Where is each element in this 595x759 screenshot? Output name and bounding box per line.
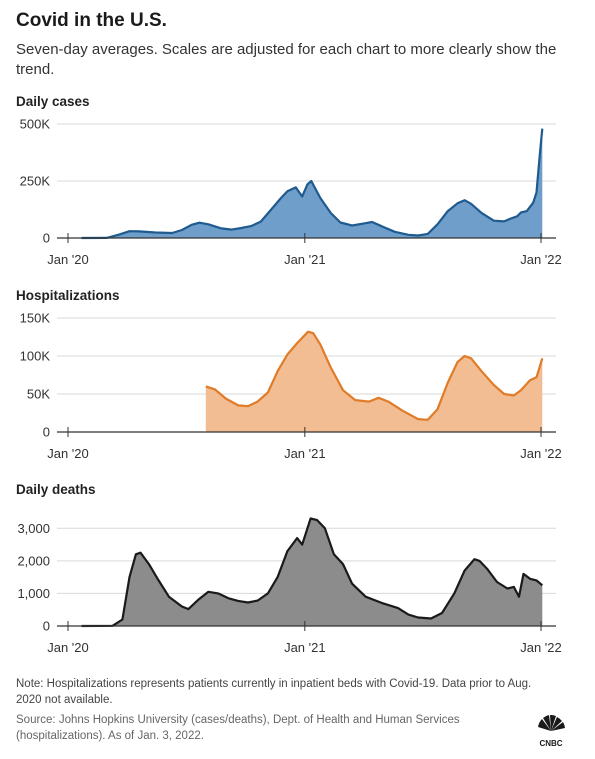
y-tick-label: 0 <box>43 619 50 634</box>
y-tick-label: 1,000 <box>17 586 50 601</box>
x-tick-label: Jan '22 <box>520 640 562 655</box>
x-tick-label: Jan '20 <box>47 640 89 655</box>
y-tick-label: 50K <box>27 387 50 402</box>
y-tick-label: 0 <box>43 425 50 440</box>
y-tick-label: 100K <box>20 349 51 364</box>
x-tick-label: Jan '21 <box>284 252 326 267</box>
y-tick-label: 500K <box>20 117 51 132</box>
y-tick-label: 150K <box>20 311 51 326</box>
series-line <box>81 128 544 240</box>
hospitalizations-chart: 0 50K 100K 150K Jan '20 Jan '21 Jan '22 <box>20 311 562 462</box>
y-tick-label: 250K <box>20 174 51 189</box>
panel-title-deaths: Daily deaths <box>16 482 96 497</box>
y-tick-label: 0 <box>43 231 50 246</box>
x-tick-label: Jan '22 <box>520 446 562 461</box>
series-area <box>81 518 543 626</box>
chart-subtitle: Seven-day averages. Scales are adjusted … <box>16 41 557 78</box>
x-tick-label: Jan '20 <box>47 252 89 267</box>
series-line <box>81 517 544 628</box>
chart-title: Covid in the U.S. <box>16 10 167 31</box>
cnbc-peacock-logo: CNBC <box>538 714 565 748</box>
x-tick-label: Jan '21 <box>284 446 326 461</box>
y-tick-label: 3,000 <box>17 521 50 536</box>
daily-deaths-chart: 0 1,000 2,000 3,000 Jan '20 Jan '21 Jan '22 <box>17 517 562 655</box>
chart-note: Note: Hospitalizations represents patien… <box>16 678 532 706</box>
x-tick-label: Jan '20 <box>47 446 89 461</box>
panel-title-hospitalizations: Hospitalizations <box>16 288 120 303</box>
y-tick-label: 2,000 <box>17 553 50 568</box>
logo-text: CNBC <box>539 739 562 748</box>
panel-title-cases: Daily cases <box>16 94 90 109</box>
series-line <box>205 330 544 421</box>
chart-source: Source: Johns Hopkins University (cases/… <box>16 714 460 742</box>
daily-cases-chart: 0 250K 500K Jan '20 Jan '21 Jan '22 <box>20 117 562 268</box>
x-tick-label: Jan '21 <box>284 640 326 655</box>
series-area <box>205 331 543 432</box>
x-tick-label: Jan '22 <box>520 252 562 267</box>
